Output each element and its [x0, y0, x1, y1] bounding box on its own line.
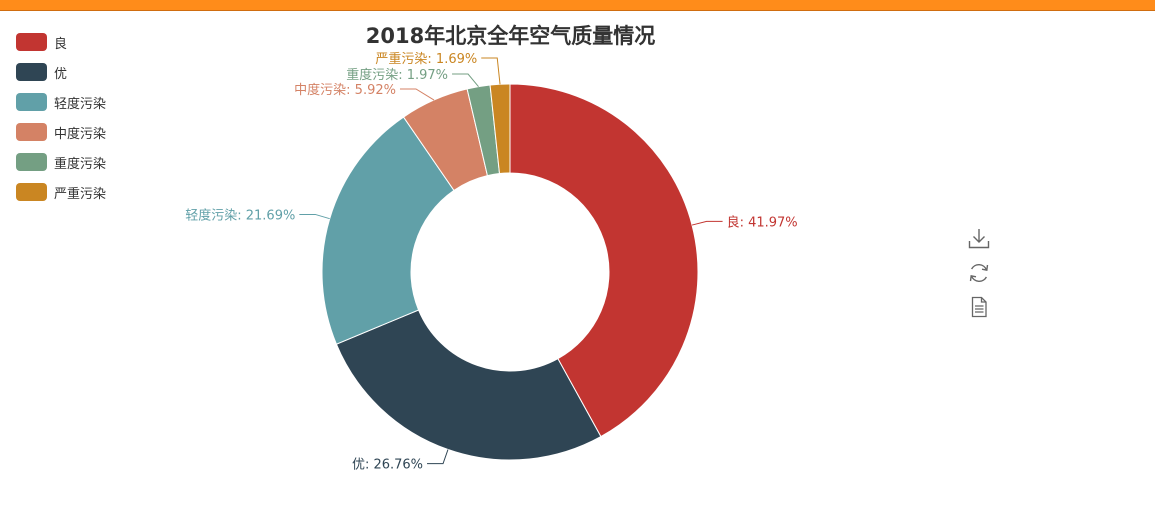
- legend-item[interactable]: 重度污染: [16, 147, 106, 177]
- download-icon[interactable]: [966, 226, 992, 252]
- legend-label: 中度污染: [54, 126, 107, 142]
- legend-label: 良: [54, 36, 68, 52]
- legend-swatch: [16, 183, 47, 201]
- chart-toolbox: [966, 226, 992, 328]
- legend-item[interactable]: 轻度污染: [16, 87, 106, 117]
- chart-title: 2018年北京全年空气质量情况: [365, 24, 656, 48]
- data-label: 中度污染: 5.92%: [294, 82, 396, 98]
- legend-swatch: [16, 123, 47, 141]
- data-label: 严重污染: 1.69%: [375, 51, 477, 67]
- top-accent-bar: [0, 0, 1155, 11]
- legend-label: 严重污染: [54, 186, 107, 202]
- chart-legend: 良优轻度污染中度污染重度污染严重污染: [16, 27, 106, 207]
- pie-slice[interactable]: [321, 116, 455, 345]
- label-leader-line: [299, 213, 330, 220]
- data-label: 良: 41.97%: [727, 214, 798, 230]
- legend-swatch: [16, 33, 47, 51]
- refresh-icon[interactable]: [966, 260, 992, 286]
- legend-swatch: [16, 63, 47, 81]
- legend-item[interactable]: 中度污染: [16, 117, 106, 147]
- legend-item[interactable]: 良: [16, 27, 106, 57]
- legend-swatch: [16, 153, 47, 171]
- data-label: 重度污染: 1.97%: [346, 67, 448, 83]
- legend-label: 轻度污染: [54, 96, 107, 112]
- data-label: 优: 26.76%: [352, 458, 423, 473]
- legend-item[interactable]: 严重污染: [16, 177, 106, 207]
- pie-slice[interactable]: [489, 83, 511, 175]
- data-label: 轻度污染: 21.69%: [185, 207, 295, 223]
- legend-label: 优: [54, 66, 68, 82]
- data-view-icon[interactable]: [966, 294, 992, 320]
- label-leader-line: [452, 73, 479, 87]
- label-leader-line: [691, 220, 723, 226]
- legend-swatch: [16, 93, 47, 111]
- pie-slice[interactable]: [509, 83, 699, 438]
- label-leader-line: [399, 88, 435, 101]
- legend-label: 重度污染: [54, 156, 107, 172]
- label-leader-line: [481, 57, 501, 85]
- legend-item[interactable]: 优: [16, 57, 106, 87]
- label-leader-line: [427, 449, 449, 465]
- pie-slice[interactable]: [335, 309, 602, 461]
